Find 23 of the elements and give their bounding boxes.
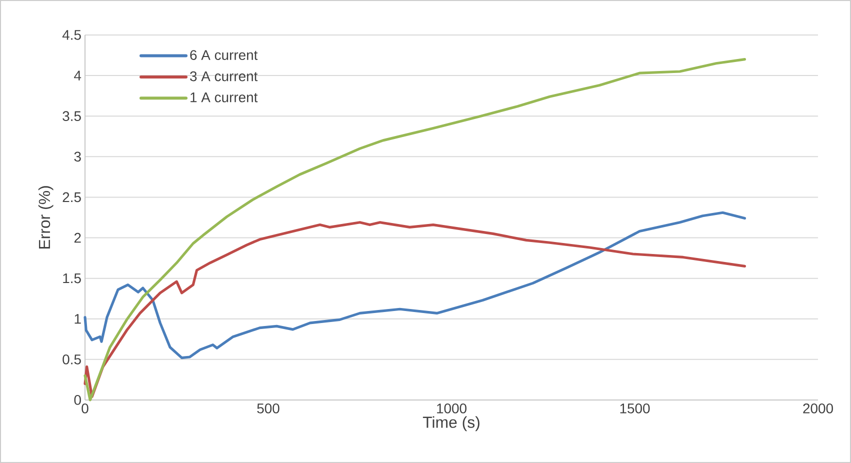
- line-series: [84, 58, 746, 402]
- y-tick-label: 2: [74, 232, 81, 243]
- y-tick-label: 0.5: [62, 354, 81, 364]
- y-tick-label: 1.5: [63, 273, 81, 284]
- x-tick-label: 1500: [620, 403, 650, 414]
- y-tick-label: 4.5: [62, 30, 81, 40]
- legend-label: 6 A current: [190, 50, 258, 60]
- x-tick-label: 2000: [803, 403, 833, 414]
- legend-label: 3 A current: [190, 71, 258, 82]
- y-tick-label: 2.5: [62, 192, 81, 202]
- y-tick-label: 3.5: [62, 111, 81, 122]
- x-axis-title: Time (s): [422, 416, 480, 432]
- legend-label: 1 A current: [190, 92, 258, 102]
- line-series: [84, 211, 746, 360]
- x-tick-label: 500: [257, 403, 280, 414]
- y-tick-label: 1: [74, 314, 81, 324]
- y-tick-label: 4: [74, 70, 82, 80]
- x-tick-label: 0: [82, 403, 88, 414]
- y-tick-label: 3: [74, 152, 81, 162]
- line-series: [84, 221, 746, 398]
- y-axis-title: Error (%): [38, 186, 54, 248]
- y-tick-label: 0: [74, 395, 81, 405]
- x-tick-label: 1000: [437, 403, 466, 414]
